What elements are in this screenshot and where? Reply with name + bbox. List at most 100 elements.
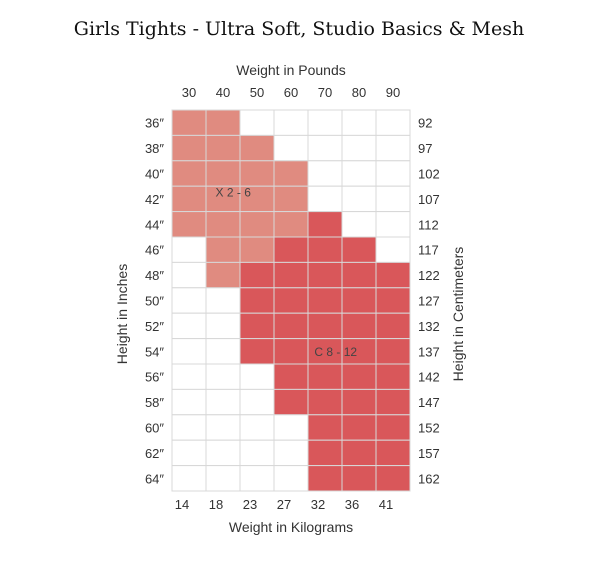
grid-cell xyxy=(171,414,207,441)
height-cm-tick: 117 xyxy=(418,243,439,258)
grid-cell xyxy=(205,236,241,263)
height-in-tick: 46″ xyxy=(145,243,164,258)
grid-cell xyxy=(171,465,207,492)
grid-cell xyxy=(239,465,275,492)
grid-cell xyxy=(239,236,275,263)
weight-lbs-tick: 40 xyxy=(216,85,230,100)
weight-kg-tick: 27 xyxy=(277,497,291,512)
grid-cell xyxy=(341,465,377,492)
grid-cell xyxy=(341,134,377,162)
grid-cell xyxy=(307,185,343,213)
grid-cell xyxy=(205,414,241,441)
grid-cell xyxy=(171,439,207,467)
grid-cell xyxy=(307,312,343,340)
grid-cell xyxy=(341,388,377,416)
grid-cell xyxy=(341,287,377,314)
grid-cell xyxy=(307,261,343,289)
grid-cell xyxy=(341,261,377,289)
height-cm-tick: 137 xyxy=(418,344,440,359)
height-in-tick: 58″ xyxy=(145,395,164,410)
grid-cell xyxy=(375,439,411,467)
grid-cell xyxy=(205,388,241,416)
bottom-axis-label: Weight in Kilograms xyxy=(228,519,354,535)
grid-cell xyxy=(205,439,241,467)
grid-cell xyxy=(205,211,241,238)
grid-cell xyxy=(273,261,309,289)
height-in-tick: 56″ xyxy=(145,370,164,385)
weight-kg-tick: 41 xyxy=(379,497,393,512)
grid-cell xyxy=(375,388,411,416)
height-cm-tick: 122 xyxy=(418,268,440,283)
grid-cell xyxy=(375,134,411,162)
grid-cell xyxy=(205,312,241,340)
weight-lbs-tick: 70 xyxy=(318,85,332,100)
height-in-tick: 40″ xyxy=(145,167,164,182)
grid-cell xyxy=(205,287,241,314)
grid-cell xyxy=(307,465,343,492)
height-in-tick: 42″ xyxy=(145,192,164,207)
grid-cell xyxy=(375,185,411,213)
grid-cell xyxy=(273,134,309,162)
grid-cell xyxy=(273,465,309,492)
grid-cell xyxy=(171,185,207,213)
weight-kg-tick: 36 xyxy=(345,497,359,512)
height-cm-tick: 112 xyxy=(418,217,439,232)
grid-cell xyxy=(375,160,411,187)
height-in-tick: 48″ xyxy=(145,268,164,283)
grid-cell xyxy=(341,236,377,263)
weight-kg-tick: 14 xyxy=(175,497,189,512)
height-cm-tick: 92 xyxy=(418,116,432,131)
grid-cell xyxy=(171,236,207,263)
grid-cell xyxy=(307,134,343,162)
grid-cell xyxy=(171,388,207,416)
grid-cell xyxy=(239,414,275,441)
height-cm-tick: 127 xyxy=(418,294,440,309)
grid-cell xyxy=(341,414,377,441)
grid-cell xyxy=(273,109,309,136)
height-in-tick: 38″ xyxy=(145,141,164,156)
grid-cell xyxy=(171,160,207,187)
grid-cell xyxy=(239,363,275,390)
grid-cell xyxy=(273,185,309,213)
grid-cell xyxy=(307,439,343,467)
grid-cell xyxy=(341,312,377,340)
grid-cell xyxy=(239,261,275,289)
height-cm-tick: 97 xyxy=(418,141,432,156)
height-in-tick: 52″ xyxy=(145,319,164,334)
grid-cell xyxy=(341,439,377,467)
grid-cell xyxy=(171,363,207,390)
height-cm-tick: 147 xyxy=(418,395,440,410)
grid-cell xyxy=(273,414,309,441)
grid-cell xyxy=(273,211,309,238)
height-in-tick: 50″ xyxy=(145,294,164,309)
grid-cell xyxy=(239,211,275,238)
weight-lbs-tick: 50 xyxy=(250,85,264,100)
height-cm-tick: 102 xyxy=(418,167,440,182)
top-axis-label: Weight in Pounds xyxy=(236,62,346,78)
grid-cell xyxy=(239,160,275,187)
grid-cell xyxy=(205,109,241,136)
grid-cell xyxy=(307,211,343,238)
grid-cell xyxy=(273,236,309,263)
grid-cell xyxy=(375,414,411,441)
chart-title: Girls Tights - Ultra Soft, Studio Basics… xyxy=(73,18,525,40)
height-in-tick: 60″ xyxy=(145,421,164,436)
grid-cell xyxy=(341,160,377,187)
height-in-tick: 44″ xyxy=(145,217,164,232)
grid-cell xyxy=(171,261,207,289)
grid-cell xyxy=(273,338,309,365)
grid-cell xyxy=(375,236,411,263)
grid-cell xyxy=(239,109,275,136)
height-in-tick: 54″ xyxy=(145,344,164,359)
height-cm-tick: 107 xyxy=(418,192,440,207)
grid-cell xyxy=(375,465,411,492)
grid-cell xyxy=(375,312,411,340)
size-region-label: C 8 - 12 xyxy=(314,345,357,359)
grid-cell xyxy=(307,160,343,187)
height-in-tick: 36″ xyxy=(145,116,164,131)
grid-cell xyxy=(239,439,275,467)
grid-cell xyxy=(171,211,207,238)
height-cm-tick: 162 xyxy=(418,471,440,486)
grid-cell xyxy=(307,388,343,416)
